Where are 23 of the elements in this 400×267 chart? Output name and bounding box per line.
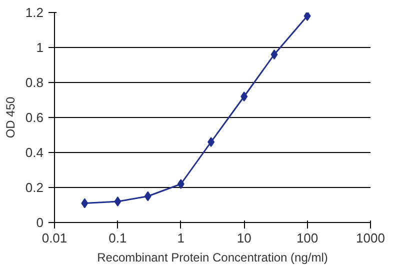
y-tick-label: 0.6 — [25, 110, 44, 125]
y-tick-label: 0 — [36, 215, 44, 230]
point — [304, 12, 311, 21]
point — [208, 137, 215, 147]
y-tick-label: 0.4 — [25, 145, 44, 160]
y-tick-label: 0.2 — [25, 180, 44, 195]
y-tick-label: 1.2 — [25, 5, 44, 20]
y-tick-label: 1 — [36, 40, 44, 55]
y-tick-label: 0.8 — [25, 75, 44, 90]
point — [114, 196, 122, 206]
x-tick-label: 0.1 — [108, 230, 127, 246]
point — [270, 50, 278, 60]
x-tick-label: 1000 — [356, 230, 385, 246]
point — [177, 179, 184, 189]
x-tick-label: 100 — [296, 230, 318, 246]
x-tick-label: 0.01 — [42, 230, 68, 246]
point — [144, 191, 152, 202]
x-tick-label: 1 — [177, 230, 185, 246]
x-tick-label: 10 — [236, 230, 252, 246]
y-axis-title: OD 450 — [3, 96, 18, 138]
point — [81, 198, 88, 208]
x-axis-title: Recombinant Protein Concentration (ng/ml) — [97, 250, 328, 264]
point — [240, 92, 248, 102]
